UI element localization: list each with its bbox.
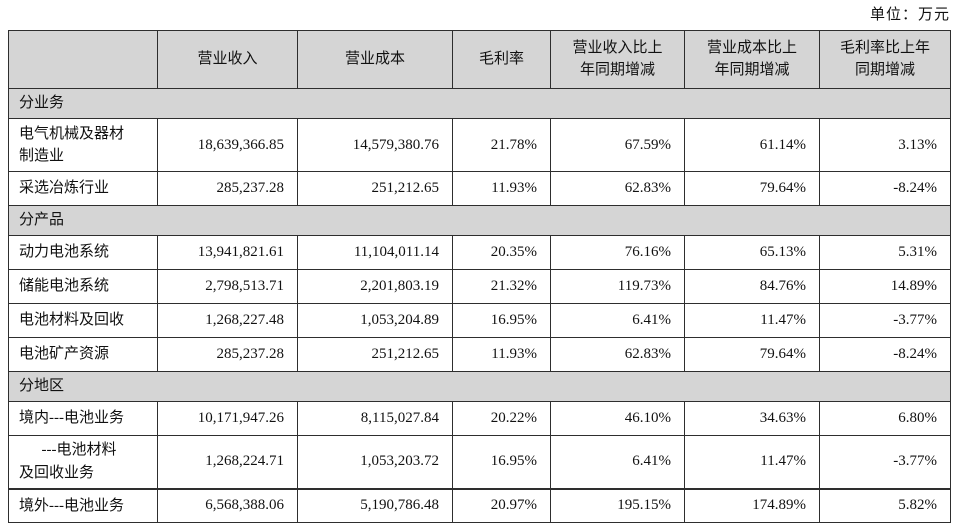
cell-cost: 14,579,380.76 <box>297 118 453 172</box>
row-label: 境内---电池业务 <box>8 401 158 436</box>
cell-gross-margin: 16.95% <box>452 303 551 338</box>
cell-revenue: 13,941,821.61 <box>157 235 298 270</box>
section-label: 分地区 <box>8 371 951 402</box>
cell-cost: 251,212.65 <box>297 337 453 372</box>
table-row: 动力电池系统 13,941,821.61 11,104,011.14 20.35% 76… <box>8 235 951 270</box>
cell-cost-yoy-change: 11.47% <box>684 435 820 489</box>
cell-revenue-yoy-change: 67.59% <box>550 118 685 172</box>
cell-cost-yoy-change: 65.13% <box>684 235 820 270</box>
cell-cost-yoy-change: 84.76% <box>684 269 820 304</box>
cell-revenue: 18,639,366.85 <box>157 118 298 172</box>
cell-revenue-yoy-change: 195.15% <box>550 487 685 523</box>
unit-label: 单位：万元 <box>869 7 950 23</box>
header-category <box>8 30 158 89</box>
cell-revenue-yoy-change: 62.83% <box>550 337 685 372</box>
cell-cost: 251,212.65 <box>297 171 453 206</box>
cell-revenue: 6,568,388.06 <box>157 487 298 523</box>
table-row: 境外---电池业务 6,568,388.06 5,190,786.48 20.97% 1… <box>8 487 951 523</box>
cell-gross-margin-yoy-change: 5.31% <box>819 235 951 270</box>
cell-cost-yoy-change: 61.14% <box>684 118 820 172</box>
row-label: 储能电池系统 <box>8 269 158 304</box>
cell-cost-yoy-change: 79.64% <box>684 171 820 206</box>
header-gross-margin: 毛利率 <box>452 30 551 89</box>
cell-revenue-yoy-change: 6.41% <box>550 303 685 338</box>
row-label: 电池材料及回收 <box>8 303 158 338</box>
table-row: 储能电池系统 2,798,513.71 2,201,803.19 21.32% 119.… <box>8 269 951 304</box>
header-cost-yoy-change: 营业成本比上 年同期增减 <box>684 30 820 89</box>
table-row: 电池矿产资源 285,237.28 251,212.65 11.93% 62.83% 79… <box>8 337 951 372</box>
cell-gross-margin: 20.97% <box>452 487 551 523</box>
cell-revenue-yoy-change: 62.83% <box>550 171 685 206</box>
table-row: ---电池材料 及回收业务 1,268,224.71 1,053,203.72 16.… <box>8 435 951 489</box>
cell-cost: 11,104,011.14 <box>297 235 453 270</box>
section-label: 分产品 <box>8 205 951 236</box>
cell-cost: 1,053,203.72 <box>297 435 453 489</box>
table-row: 电气机械及器材 制造业 18,639,366.85 14,579,380.76 21.… <box>8 118 951 172</box>
cell-revenue-yoy-change: 76.16% <box>550 235 685 270</box>
section-row: 分地区 <box>8 371 951 402</box>
table-header: 营业收入 营业成本 毛利率 营业收入比上 年同期增减 营业成本比上 年同期增减 … <box>8 30 951 89</box>
header-cost: 营业成本 <box>297 30 453 89</box>
cell-gross-margin-yoy-change: -8.24% <box>819 171 951 206</box>
cell-gross-margin-yoy-change: -3.77% <box>819 435 951 489</box>
table-body: 分业务 电气机械及器材 制造业 18,639,366.85 14,579,380.76… <box>8 88 951 523</box>
header-revenue: 营业收入 <box>157 30 298 89</box>
cell-cost-yoy-change: 79.64% <box>684 337 820 372</box>
cell-gross-margin-yoy-change: 3.13% <box>819 118 951 172</box>
cell-gross-margin: 20.35% <box>452 235 551 270</box>
cell-gross-margin-yoy-change: -3.77% <box>819 303 951 338</box>
cell-revenue: 285,237.28 <box>157 337 298 372</box>
cell-gross-margin: 16.95% <box>452 435 551 489</box>
cell-gross-margin-yoy-change: -8.24% <box>819 337 951 372</box>
table-row: 境内---电池业务 10,171,947.26 8,115,027.84 20.22%… <box>8 401 951 436</box>
cell-gross-margin: 21.78% <box>452 118 551 172</box>
cell-gross-margin-yoy-change: 5.82% <box>819 487 951 523</box>
cell-cost-yoy-change: 11.47% <box>684 303 820 338</box>
cell-cost: 8,115,027.84 <box>297 401 453 436</box>
table-row: 采选冶炼行业 285,237.28 251,212.65 11.93% 62.83% 79… <box>8 171 951 206</box>
cell-revenue-yoy-change: 6.41% <box>550 435 685 489</box>
cell-gross-margin: 11.93% <box>452 337 551 372</box>
row-label: ---电池材料 及回收业务 <box>8 435 158 489</box>
section-label: 分业务 <box>8 88 951 119</box>
cell-revenue: 10,171,947.26 <box>157 401 298 436</box>
cell-cost-yoy-change: 174.89% <box>684 487 820 523</box>
cell-cost: 2,201,803.19 <box>297 269 453 304</box>
cell-revenue: 1,268,224.71 <box>157 435 298 489</box>
header-revenue-yoy-change: 营业收入比上 年同期增减 <box>550 30 685 89</box>
header-gross-margin-yoy-change: 毛利率比上年 同期增减 <box>819 30 951 89</box>
cell-gross-margin-yoy-change: 14.89% <box>819 269 951 304</box>
cell-cost: 5,190,786.48 <box>297 487 453 523</box>
header-row: 营业收入 营业成本 毛利率 营业收入比上 年同期增减 营业成本比上 年同期增减 … <box>8 30 951 89</box>
cell-cost-yoy-change: 34.63% <box>684 401 820 436</box>
cell-gross-margin: 11.93% <box>452 171 551 206</box>
cell-revenue-yoy-change: 119.73% <box>550 269 685 304</box>
cell-revenue: 2,798,513.71 <box>157 269 298 304</box>
cell-gross-margin-yoy-change: 6.80% <box>819 401 951 436</box>
row-label: 采选冶炼行业 <box>8 171 158 206</box>
cell-revenue-yoy-change: 46.10% <box>550 401 685 436</box>
financial-breakdown-table: 营业收入 营业成本 毛利率 营业收入比上 年同期增减 营业成本比上 年同期增减 … <box>8 30 951 523</box>
row-label: 电气机械及器材 制造业 <box>8 118 158 172</box>
section-row: 分业务 <box>8 88 951 119</box>
cell-revenue: 1,268,227.48 <box>157 303 298 338</box>
section-row: 分产品 <box>8 205 951 236</box>
cell-gross-margin: 20.22% <box>452 401 551 436</box>
row-label: 动力电池系统 <box>8 235 158 270</box>
cell-revenue: 285,237.28 <box>157 171 298 206</box>
table-row: 电池材料及回收 1,268,227.48 1,053,204.89 16.95% 6.4… <box>8 303 951 338</box>
row-label: 电池矿产资源 <box>8 337 158 372</box>
cell-gross-margin: 21.32% <box>452 269 551 304</box>
row-label: 境外---电池业务 <box>8 487 158 523</box>
cell-cost: 1,053,204.89 <box>297 303 453 338</box>
